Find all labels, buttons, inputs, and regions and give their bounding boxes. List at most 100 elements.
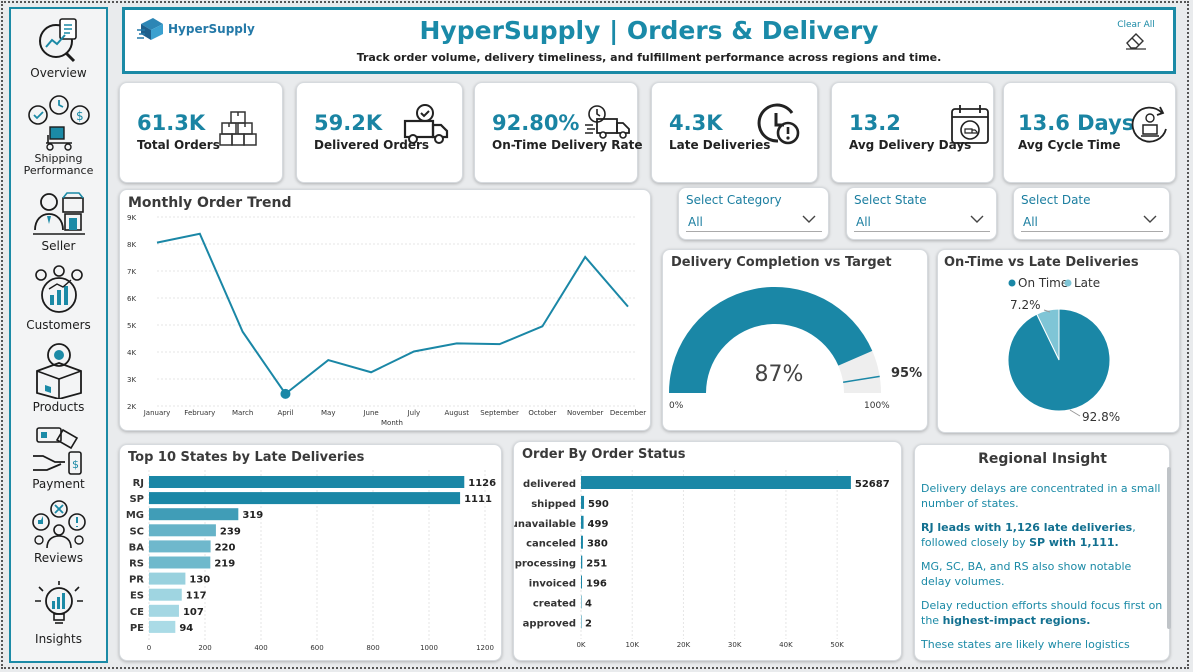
kpi-on-time-rate: 92.80% On-Time Delivery Rate	[474, 82, 643, 183]
kpi-value: 13.2	[849, 111, 901, 135]
nav-seller[interactable]: Seller	[11, 190, 106, 252]
gauge-target-line	[843, 375, 880, 383]
x-tick-label: October	[528, 409, 556, 417]
y-tick-label: 8K	[127, 241, 136, 249]
kpi-delivered-orders: 59.2K Delivered Orders	[296, 82, 463, 183]
insight-scrollbar[interactable]	[1167, 467, 1171, 629]
category-label: SC	[129, 526, 144, 537]
category-label: RJ	[133, 478, 144, 489]
category-dropdown[interactable]: All	[686, 210, 822, 232]
bar	[149, 492, 461, 505]
bar	[149, 524, 216, 537]
bar	[149, 476, 465, 488]
gauge-target-label: 95%	[891, 366, 922, 381]
legend-marker	[1008, 279, 1016, 287]
data-label: 380	[587, 539, 608, 550]
insight-p4-text: Delay reduction efforts should focus fir…	[921, 599, 1163, 627]
insight-text: Delivery delays are concentrated in a sm…	[921, 481, 1163, 655]
y-tick-label: 7K	[127, 268, 136, 276]
kpi-label: Avg Delivery Days	[849, 138, 972, 152]
y-tick-label: 5K	[127, 322, 136, 330]
kpi-value: 13.6 Days	[1018, 111, 1135, 135]
slicer-label: Select State	[854, 193, 927, 207]
delivery-truck-icon	[403, 104, 449, 144]
category-label: SP	[129, 494, 144, 505]
pie-slice-on-time	[1007, 308, 1111, 412]
nav-products[interactable]: Products	[11, 341, 106, 413]
data-label: 130	[189, 575, 210, 586]
gauge-max-label: 100%	[864, 401, 890, 411]
insight-p2-text: , followed closely by	[921, 521, 1136, 549]
insight-panel: Regional Insight Delivery delays are con…	[914, 444, 1171, 661]
eraser-icon	[1126, 33, 1146, 50]
data-label: 107	[183, 607, 204, 618]
nav-customers[interactable]: Customers	[11, 265, 106, 331]
category-label: approved	[523, 618, 576, 629]
x-tick-label: 50K	[830, 641, 844, 649]
insight-title: Regional Insight	[978, 451, 1107, 467]
svg-text:$: $	[76, 109, 84, 123]
slicer-value: All	[1023, 215, 1038, 229]
nav-reviews[interactable]: Reviews	[11, 500, 106, 564]
insights-icon	[34, 581, 83, 624]
clear-all-button[interactable]: Clear All	[1114, 20, 1158, 54]
pie-chart: On Time Late 7.2% 92.8%	[1007, 276, 1120, 424]
x-tick-label: November	[567, 409, 604, 417]
kpi-value: 61.3K	[137, 111, 206, 135]
page-header: HyperSupply HyperSupply | Orders & Deliv…	[122, 7, 1176, 74]
category-label: PE	[130, 623, 144, 634]
insight-p2-strong2: SP with 1,111.	[1029, 536, 1119, 549]
chevron-down-icon	[1143, 215, 1157, 223]
category-label: canceled	[526, 539, 576, 550]
category-label: PR	[129, 575, 144, 586]
state-slicer[interactable]: Select State All	[846, 187, 997, 240]
category-label: ES	[130, 591, 144, 602]
date-dropdown[interactable]: All	[1021, 210, 1163, 232]
pie-title: On-Time vs Late Deliveries	[944, 255, 1139, 270]
x-tick-label: 40K	[779, 641, 793, 649]
nav-payment[interactable]: $ Payment	[11, 426, 106, 490]
x-tick-label: 0K	[576, 641, 585, 649]
legend-label: Late	[1074, 276, 1100, 290]
state-dropdown[interactable]: All	[854, 210, 990, 232]
status-bar-chart: 0K 10K 20K 30K 40K 50K delivered 52687 shipped 59…	[514, 470, 890, 649]
data-label: 1126	[468, 478, 496, 489]
x-tick-label: 1000	[420, 644, 438, 652]
x-tick-label: January	[143, 409, 171, 417]
logo-text: HyperSupply	[168, 22, 255, 36]
data-label: 251	[586, 559, 607, 570]
kpi-label: Avg Cycle Time	[1018, 138, 1121, 152]
pie-panel: On-Time vs Late Deliveries On Time Late 7.…	[937, 249, 1180, 433]
data-label: 319	[242, 510, 263, 521]
x-tick-label: 10K	[625, 641, 639, 649]
nav-shipping-performance[interactable]: $ Shipping Performance	[11, 95, 106, 177]
kpi-label: Late Deliveries	[669, 138, 771, 152]
category-slicer[interactable]: Select Category All	[678, 187, 829, 240]
x-tick-label: 0	[147, 644, 151, 652]
status-panel: Order By Order Status 0K 10K 20K 30K 40K 50K d…	[513, 441, 902, 661]
nav-insights[interactable]: Insights	[11, 581, 106, 645]
x-tick-label: 200	[198, 644, 211, 652]
kpi-value: 59.2K	[314, 111, 383, 135]
svg-text:$: $	[72, 458, 79, 471]
x-tick-label: September	[480, 409, 519, 417]
kpi-label: On-Time Delivery Rate	[492, 138, 643, 152]
category-label: CE	[130, 607, 144, 618]
bar	[581, 595, 582, 609]
bar	[149, 588, 182, 601]
kpi-late-deliveries: 4.3K Late Deliveries	[651, 82, 818, 183]
pie-label-on-time: 92.8%	[1082, 410, 1120, 424]
trend-title: Monthly Order Trend	[128, 195, 292, 211]
bar	[149, 572, 186, 585]
slicer-value: All	[856, 215, 871, 229]
bar	[581, 575, 583, 589]
series-line	[156, 232, 629, 396]
category-label: created	[533, 598, 576, 609]
pie-label-late: 7.2%	[1010, 298, 1041, 312]
gauge-value-label: 87%	[755, 362, 804, 387]
data-label: 52687	[855, 479, 890, 490]
x-tick-label: April	[277, 409, 293, 417]
sidebar: Overview $ Shipping Performance Sel	[9, 7, 108, 663]
nav-overview[interactable]: Overview	[11, 17, 106, 79]
date-slicer[interactable]: Select Date All	[1013, 187, 1170, 240]
